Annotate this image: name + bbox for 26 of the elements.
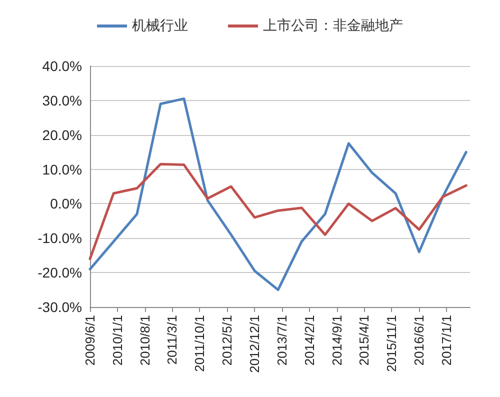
y-tick-label: 0.0% xyxy=(50,196,82,212)
x-tick-label: 2011/10/1 xyxy=(192,315,208,372)
x-tick-label: 2012/5/1 xyxy=(220,315,235,366)
x-tick-label: 2013/7/1 xyxy=(274,315,290,366)
legend-label: 上市公司：非金融地产 xyxy=(263,18,403,34)
y-tick-label: 20.0% xyxy=(42,126,82,143)
line-series xyxy=(88,162,468,260)
x-tick-label: 2010/8/1 xyxy=(137,315,152,366)
x-tick-label: 2011/3/1 xyxy=(164,315,180,365)
line-series xyxy=(88,97,468,292)
x-tick-label: 2014/2/1 xyxy=(302,315,318,366)
y-tick-label: -10.0% xyxy=(38,230,82,246)
x-tick-label: 2015/4/1 xyxy=(356,315,372,366)
x-tick-label: 2010/1/1 xyxy=(110,315,126,366)
y-tick-label: -20.0% xyxy=(38,264,82,281)
y-tick-label: 30.0% xyxy=(42,92,82,108)
legend-label: 机械行业 xyxy=(132,18,188,34)
x-tick-label: 2009/6/1 xyxy=(82,315,98,366)
y-tick-label: -30.0% xyxy=(38,299,82,315)
x-tick-label: 2016/6/1 xyxy=(412,315,427,366)
x-tick-label: 2017/1/1 xyxy=(439,315,454,366)
x-tick-label: 2015/11/1 xyxy=(384,315,400,372)
y-tick-label: 40.0% xyxy=(42,58,82,74)
y-tick-label: 10.0% xyxy=(42,161,82,178)
x-tick-label: 2014/9/1 xyxy=(329,315,344,366)
x-tick-label: 2012/12/1 xyxy=(247,315,262,373)
